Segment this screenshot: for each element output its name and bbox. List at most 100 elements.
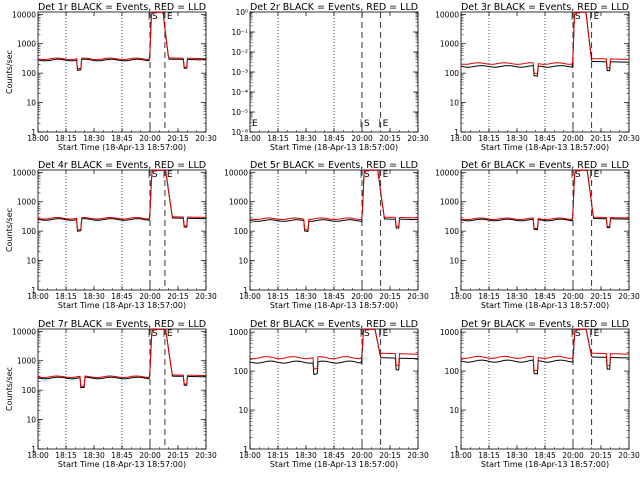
y-tick-label: 1 <box>31 286 36 295</box>
x-tick-label: 20:15 <box>590 451 612 460</box>
x-tick-label: 18:15 <box>478 134 500 143</box>
lld-series-line <box>37 11 206 70</box>
marker-label-s: S <box>364 170 370 180</box>
x-tick-label: 20:00 <box>139 451 161 460</box>
lld-series-line <box>460 328 630 372</box>
x-tick-label: 18:45 <box>323 292 345 301</box>
y-tick-label: 100 <box>234 227 249 236</box>
x-tick-label: 20:00 <box>351 451 373 460</box>
marker-label-e: E <box>167 12 173 22</box>
panel-det-8: Det 8r BLACK = Events, RED = LLD 18:00 18:… <box>229 319 429 469</box>
events-series-line <box>249 328 418 375</box>
x-tick-label: 18:45 <box>534 292 556 301</box>
events-series-line <box>37 328 206 389</box>
events-series-line <box>37 11 207 71</box>
y-tick-label: 100 <box>445 367 460 376</box>
x-tick-label: 18:15 <box>267 134 289 143</box>
marker-label-s: S <box>575 12 581 22</box>
x-tick-label: 20:30 <box>407 292 429 301</box>
panel-det-4: Det 4r BLACK = Events, RED = LLD 18:00 18:… <box>5 160 217 310</box>
y-tick-label: 1000 <box>17 357 36 366</box>
panel-det-2: Det 2r BLACK = Events, RED = LLD 18:00 18:… <box>231 2 429 152</box>
y-tick-label: 1000 <box>440 40 459 49</box>
marker-label-e: E <box>594 329 600 339</box>
x-tick-label: 20:00 <box>351 292 373 301</box>
marker-label-s: S <box>364 119 370 129</box>
y-tick-label: 10⁻⁶ <box>231 128 248 137</box>
marker-label-e: E <box>594 170 600 180</box>
lld-series-line <box>249 328 418 370</box>
x-tick-label: 18:45 <box>111 292 133 301</box>
y-tick-label: 10 <box>449 257 459 266</box>
lld-series-line <box>37 328 207 387</box>
x-tick-label: 18:30 <box>295 134 317 143</box>
events-series-line <box>460 328 629 375</box>
marker-label-s: S <box>152 329 158 339</box>
y-tick-label: 1000 <box>17 198 36 207</box>
panel-det-1: Det 1r BLACK = Events, RED = LLD 18:00 18:… <box>5 2 217 152</box>
panel-det-3: Det 3r BLACK = Events, RED = LLD 18:00 18:… <box>435 2 640 152</box>
events-series-line <box>249 169 418 232</box>
lld-series-line <box>249 169 418 231</box>
y-tick-label: 1 <box>31 128 36 137</box>
y-axis-label: Counts/sec <box>5 50 14 94</box>
x-tick-label: 20:30 <box>195 134 217 143</box>
marker-label-e: E <box>167 329 173 339</box>
marker-label-e: E <box>383 329 389 339</box>
x-tick-label: 18:00 <box>239 134 261 143</box>
x-tick-label: 18:15 <box>478 451 500 460</box>
y-tick-label: 100 <box>445 69 460 78</box>
y-tick-label: 10000 <box>12 10 36 19</box>
marker-label-s: S <box>152 170 158 180</box>
x-tick-label: 18:30 <box>83 134 105 143</box>
panel-det-7: Det 7r BLACK = Events, RED = LLD 18:00 18:… <box>5 319 217 469</box>
panel-det-6: Det 6r BLACK = Events, RED = LLD 18:00 18:… <box>435 160 640 310</box>
x-tick-label: 20:30 <box>618 292 640 301</box>
x-tick-label: 18:15 <box>478 292 500 301</box>
y-axis-label: Counts/sec <box>5 367 14 411</box>
x-tick-label: 18:00 <box>27 292 49 301</box>
x-tick-label: 20:30 <box>618 451 640 460</box>
x-axis-label: Start Time (18-Apr-13 18:57:00) <box>481 460 609 469</box>
panel-det-9: Det 9r BLACK = Events, RED = LLD 18:00 18:… <box>440 319 640 469</box>
y-tick-label: 10 <box>26 99 36 108</box>
x-tick-label: 20:00 <box>562 292 584 301</box>
x-tick-label: 20:15 <box>167 134 189 143</box>
marker-label-e: E <box>383 119 389 129</box>
panel-det-5: Det 5r BLACK = Events, RED = LLD 18:00 18:… <box>224 160 429 310</box>
y-tick-label: 10 <box>238 406 248 415</box>
x-axis-label: Start Time (18-Apr-13 18:57:00) <box>481 301 609 310</box>
panel-title: Det 6r BLACK = Events, RED = LLD <box>461 160 629 171</box>
marker-label-left: E <box>252 119 258 129</box>
x-tick-label: 20:00 <box>562 134 584 143</box>
x-tick-label: 20:00 <box>139 292 161 301</box>
x-tick-label: 20:15 <box>590 134 612 143</box>
x-tick-label: 18:30 <box>83 292 105 301</box>
y-tick-label: 10⁻¹ <box>231 28 248 37</box>
x-tick-label: 18:45 <box>534 134 556 143</box>
y-tick-label: 10⁻⁵ <box>231 108 248 117</box>
marker-label-s: S <box>575 170 581 180</box>
panel-title: Det 2r BLACK = Events, RED = LLD <box>250 2 418 13</box>
y-tick-label: 10000 <box>224 168 248 177</box>
lld-series-line <box>460 169 630 230</box>
marker-label-e: E <box>167 170 173 180</box>
lld-series-line <box>37 169 206 231</box>
x-tick-label: 20:30 <box>195 451 217 460</box>
y-tick-label: 10⁰ <box>235 8 248 17</box>
x-tick-label: 20:00 <box>562 451 584 460</box>
y-tick-label: 1 <box>454 286 459 295</box>
x-tick-label: 18:45 <box>534 451 556 460</box>
y-tick-label: 10000 <box>12 327 36 336</box>
x-axis-label: Start Time (18-Apr-13 18:57:00) <box>270 143 398 152</box>
x-tick-label: 20:15 <box>379 292 401 301</box>
x-tick-label: 18:00 <box>450 292 472 301</box>
y-tick-label: 100 <box>234 367 249 376</box>
y-tick-label: 10 <box>26 416 36 425</box>
x-tick-label: 18:00 <box>27 134 49 143</box>
panel-title: Det 5r BLACK = Events, RED = LLD <box>250 160 418 171</box>
x-tick-label: 18:15 <box>55 292 77 301</box>
x-tick-label: 18:30 <box>83 451 105 460</box>
panel-title: Det 3r BLACK = Events, RED = LLD <box>461 2 629 13</box>
